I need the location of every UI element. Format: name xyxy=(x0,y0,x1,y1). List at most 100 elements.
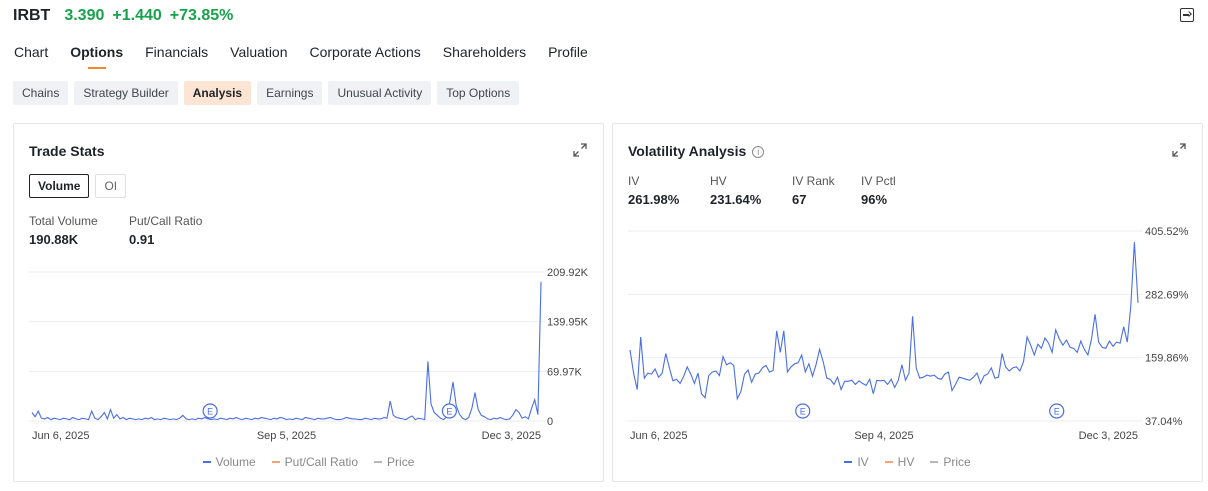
y-tick-label: 69.97K xyxy=(547,366,583,378)
earnings-marker[interactable]: E xyxy=(795,403,811,419)
price-change-pct: +73.85% xyxy=(169,7,234,24)
y-tick-label: 0 xyxy=(547,416,553,428)
legend-price[interactable]: Price xyxy=(374,455,414,469)
tab-valuation[interactable]: Valuation xyxy=(230,44,288,60)
series-line-volume xyxy=(31,281,542,421)
iv-stat: IV 261.98% xyxy=(628,174,679,207)
volatility-card: 405.52% 282.69% 159.86% 37.04% Jun 6, 2025 Se… xyxy=(612,123,1203,482)
expand-icon[interactable] xyxy=(573,143,587,157)
earnings-marker[interactable]: E xyxy=(1049,403,1065,419)
iv-rank-stat: IV Rank 67 xyxy=(792,174,835,207)
toggle-oi[interactable]: OI xyxy=(95,174,127,198)
y-tick-label: 37.04% xyxy=(1145,416,1183,428)
legend-hv[interactable]: HV xyxy=(884,455,915,469)
y-tick-label: 139.95K xyxy=(547,317,589,329)
legend-swatch xyxy=(930,461,939,463)
total-volume-label: Total Volume xyxy=(29,214,98,228)
iv-chart: 405.52% 282.69% 159.86% 37.04% Jun 6, 2025 Se… xyxy=(628,226,1189,442)
subtab-chains[interactable]: Chains xyxy=(13,81,69,105)
legend-swatch xyxy=(202,461,211,463)
volatility-title-text: Volatility Analysis xyxy=(628,143,747,159)
iv-pctl-stat: IV Pctl 96% xyxy=(861,174,896,207)
tab-chart[interactable]: Chart xyxy=(14,44,49,60)
volume-oi-toggle: Volume OI xyxy=(29,174,127,198)
pc-ratio-value: 0.91 xyxy=(129,232,155,247)
subtab-top-options[interactable]: Top Options xyxy=(437,81,520,105)
volatility-legend: IV HV Price xyxy=(613,455,1202,469)
y-tick-label: 209.92K xyxy=(547,267,589,279)
pc-ratio-stat: Put/Call Ratio 0.91 xyxy=(129,214,202,247)
legend-label: Put/Call Ratio xyxy=(284,455,359,469)
options-subnav: Chains Strategy Builder Analysis Earning… xyxy=(13,81,520,105)
series-line-iv xyxy=(629,242,1139,401)
x-tick-label: Sep 4, 2025 xyxy=(854,430,913,442)
earnings-marker-circle xyxy=(202,403,218,419)
total-volume-stat: Total Volume 190.88K xyxy=(29,214,98,247)
x-tick-label: Dec 3, 2025 xyxy=(1079,430,1138,442)
legend-swatch xyxy=(271,461,280,463)
tab-financials[interactable]: Financials xyxy=(145,44,209,60)
subtab-analysis[interactable]: Analysis xyxy=(183,81,252,105)
legend-iv[interactable]: IV xyxy=(844,455,869,469)
earnings-marker-label: E xyxy=(1054,407,1060,417)
volume-chart: 209.92K 139.95K 69.97K 0 Jun 6, 2025 Sep 5, 2… xyxy=(29,267,589,442)
ticker-symbol: IRBT xyxy=(13,7,51,24)
x-tick-label: Jun 6, 2025 xyxy=(32,430,90,442)
quote-header: IRBT 3.390 +1.440 +73.85% xyxy=(13,6,241,26)
y-tick-label: 159.86% xyxy=(1145,353,1189,365)
volatility-title: Volatility Analysis i xyxy=(628,143,765,159)
earnings-marker-circle xyxy=(1049,403,1065,419)
tab-profile[interactable]: Profile xyxy=(548,44,588,60)
total-volume-value: 190.88K xyxy=(29,232,79,247)
tab-options[interactable]: Options xyxy=(70,44,123,68)
hv-stat: HV 231.64% xyxy=(710,174,761,207)
legend-price[interactable]: Price xyxy=(930,455,971,469)
legend-label: Volume xyxy=(215,455,256,469)
iv-pctl-value: 96% xyxy=(861,192,888,207)
trade-stats-title: Trade Stats xyxy=(29,143,105,159)
trade-stats-legend: Volume Put/Call Ratio Price xyxy=(14,455,603,469)
legend-label: Price xyxy=(387,455,415,469)
subtab-unusual-activity[interactable]: Unusual Activity xyxy=(328,81,432,105)
earnings-marker-circle xyxy=(441,403,457,419)
legend-label: HV xyxy=(897,455,915,469)
pc-ratio-label: Put/Call Ratio xyxy=(129,214,203,228)
iv-label: IV xyxy=(628,174,640,188)
iv-rank-value: 67 xyxy=(792,192,807,207)
trade-stats-card: 209.92K 139.95K 69.97K 0 Jun 6, 2025 Sep 5, 2… xyxy=(13,123,604,482)
hv-label: HV xyxy=(710,174,727,188)
iv-rank-label: IV Rank xyxy=(792,174,835,188)
legend-label: IV xyxy=(857,455,869,469)
legend-volume[interactable]: Volume xyxy=(202,455,256,469)
legend-put-call-ratio[interactable]: Put/Call Ratio xyxy=(271,455,359,469)
x-tick-label: Sep 5, 2025 xyxy=(257,430,316,442)
earnings-marker[interactable]: E xyxy=(441,403,457,419)
subtab-earnings[interactable]: Earnings xyxy=(257,81,323,105)
earnings-marker-label: E xyxy=(446,407,452,417)
y-tick-label: 405.52% xyxy=(1145,226,1189,238)
hv-value: 231.64% xyxy=(710,192,762,207)
iv-value: 261.98% xyxy=(628,192,680,207)
iv-pctl-label: IV Pctl xyxy=(861,174,896,188)
earnings-marker[interactable]: E xyxy=(202,403,218,419)
tab-shareholders[interactable]: Shareholders xyxy=(442,44,527,60)
last-price: 3.390 xyxy=(64,7,105,24)
main-nav: Chart Options Financials Valuation Corpo… xyxy=(14,44,588,68)
earnings-marker-circle xyxy=(795,403,811,419)
exit-icon[interactable] xyxy=(1180,8,1194,22)
earnings-marker-label: E xyxy=(207,407,213,417)
earnings-marker-label: E xyxy=(800,407,806,417)
legend-swatch xyxy=(884,461,893,463)
legend-swatch xyxy=(374,461,383,463)
info-icon[interactable]: i xyxy=(752,146,765,158)
expand-icon[interactable] xyxy=(1172,143,1186,157)
toggle-volume[interactable]: Volume xyxy=(29,174,90,198)
tab-corporate-actions[interactable]: Corporate Actions xyxy=(309,44,421,60)
legend-swatch xyxy=(844,461,853,463)
legend-label: Price xyxy=(943,455,971,469)
y-tick-label: 282.69% xyxy=(1145,289,1189,301)
price-change: +1.440 xyxy=(112,7,162,24)
x-tick-label: Jun 6, 2025 xyxy=(630,430,688,442)
subtab-strategy-builder[interactable]: Strategy Builder xyxy=(74,81,178,105)
x-tick-label: Dec 3, 2025 xyxy=(482,430,541,442)
